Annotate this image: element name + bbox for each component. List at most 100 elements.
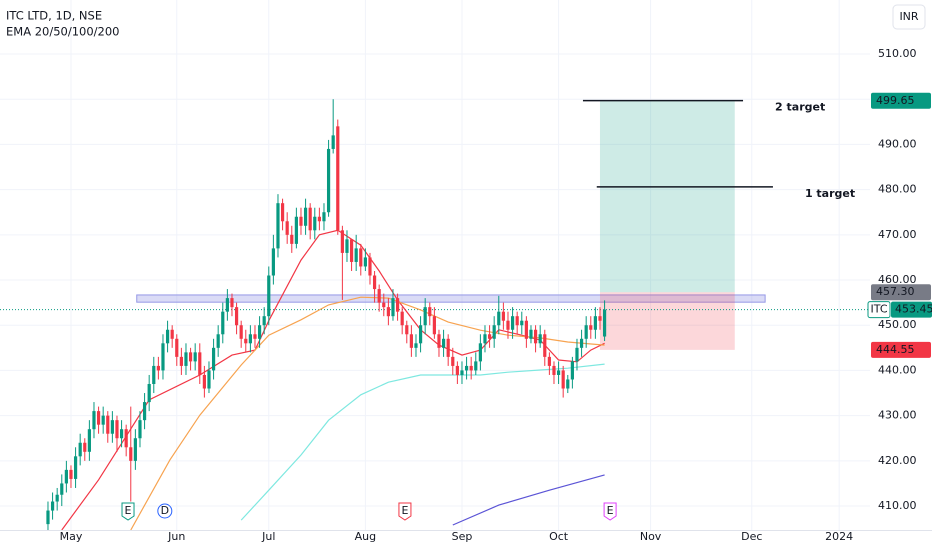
entry-price-label-bg (871, 284, 931, 301)
candle-body (230, 298, 234, 308)
candle-body (119, 429, 124, 439)
candle-body (423, 307, 427, 326)
candle-body (474, 361, 478, 371)
entry-price-label: 457.30 (876, 285, 915, 298)
ema-line (452, 474, 605, 526)
candle-body (359, 248, 363, 267)
candle-body (483, 334, 487, 344)
candle-body (368, 257, 372, 276)
x-tick-label: Sep (452, 530, 473, 543)
event-marker (398, 502, 412, 521)
candle-body (589, 325, 593, 330)
candle-body (322, 212, 326, 222)
candle-body (579, 338, 584, 348)
x-tick-label: Jul (261, 530, 275, 543)
candle-body (552, 365, 556, 375)
candle-body (188, 352, 193, 362)
candle-body (400, 311, 404, 326)
y-tick-label: 490.00 (878, 137, 917, 150)
candle-body (221, 311, 225, 335)
candle-body (437, 334, 441, 348)
candle-body (285, 221, 289, 235)
x-tick-label: Nov (640, 530, 662, 543)
target-label: 1 target (805, 187, 855, 200)
candle-body (124, 429, 128, 448)
y-tick-label: 480.00 (878, 183, 917, 196)
symbol-title: ITC LTD, 1D, NSE (6, 9, 102, 23)
candle-body (257, 325, 262, 339)
candle-body (556, 370, 561, 375)
candle-body (92, 411, 96, 430)
candle-body (225, 298, 229, 312)
candle-body (303, 207, 308, 226)
candle-body (50, 501, 55, 511)
candle-body (55, 494, 59, 502)
candle-body (506, 320, 510, 330)
target-price-label-bg (871, 92, 931, 109)
candle-body (446, 338, 450, 357)
candle-body (515, 316, 519, 326)
candle-body (253, 334, 257, 339)
candle-body (271, 248, 275, 276)
candle-body (455, 365, 459, 375)
candle-body (561, 370, 565, 389)
candle-body (382, 302, 386, 308)
candle-body (598, 316, 602, 321)
support-zone (136, 294, 766, 303)
candle-body (602, 309, 607, 337)
candle-body (377, 289, 381, 303)
candle-body (354, 248, 358, 262)
candle-body (267, 275, 271, 317)
candle-body (520, 320, 524, 326)
candle-body (372, 275, 377, 290)
candle-body (418, 325, 423, 344)
candle-body (129, 447, 133, 461)
last-price-label: 453.45 (895, 303, 932, 316)
candle-body (510, 316, 515, 330)
target-label: 2 target (775, 101, 825, 114)
candle-body (487, 334, 492, 339)
x-tick-label: 2024 (825, 530, 853, 543)
candle-body (193, 352, 197, 362)
event-marker (603, 502, 617, 521)
candle-body (78, 442, 82, 457)
indicator-legend: EMA 20/50/100/200 (6, 25, 120, 39)
candle-body (179, 356, 183, 366)
candle-body (290, 234, 294, 244)
candle-body (234, 307, 239, 326)
candle-body (529, 329, 533, 339)
candle-body (175, 338, 179, 357)
candle-body (451, 356, 455, 366)
candle-body (363, 257, 367, 267)
candle-body (331, 135, 335, 149)
event-label: E (125, 504, 132, 517)
currency-label[interactable]: INR (899, 10, 918, 23)
candle-body (69, 469, 73, 479)
candle-body (460, 370, 464, 375)
candle-body (432, 316, 436, 335)
candle-body (336, 126, 340, 231)
candle-body (524, 320, 528, 339)
candle-body (161, 343, 165, 371)
candle-body (147, 383, 151, 403)
candle-body (464, 365, 469, 371)
candle-body (428, 307, 432, 317)
candle-body (345, 239, 349, 253)
candle-body (280, 203, 285, 222)
candle-body (248, 334, 252, 344)
candle-body (299, 216, 303, 226)
currency-button[interactable] (892, 4, 926, 30)
candle-body (60, 483, 64, 495)
profit-zone (599, 100, 735, 293)
x-tick-label: Aug (355, 530, 376, 543)
target-price-label: 499.65 (876, 94, 915, 107)
event-marker (121, 502, 135, 521)
loss-zone (599, 292, 735, 350)
candle-body (110, 420, 114, 434)
symbol-tag: ITC (871, 303, 888, 316)
candle-body (276, 203, 280, 249)
candle-body (244, 338, 248, 344)
candle-body (202, 374, 206, 389)
